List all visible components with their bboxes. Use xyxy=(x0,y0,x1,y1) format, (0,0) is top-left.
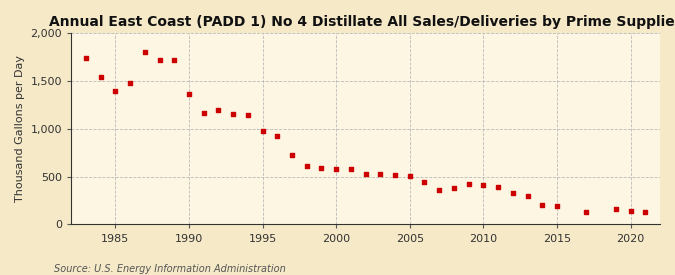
Point xyxy=(448,186,459,190)
Point xyxy=(581,209,592,214)
Y-axis label: Thousand Gallons per Day: Thousand Gallons per Day xyxy=(15,55,25,202)
Point xyxy=(463,182,474,186)
Point xyxy=(316,166,327,170)
Text: Source: U.S. Energy Information Administration: Source: U.S. Energy Information Administ… xyxy=(54,264,286,274)
Point xyxy=(95,75,106,79)
Point xyxy=(508,191,518,195)
Point xyxy=(272,134,283,138)
Point xyxy=(389,173,400,177)
Point xyxy=(198,111,209,116)
Point xyxy=(242,113,253,117)
Point xyxy=(287,152,298,157)
Point xyxy=(360,172,371,176)
Point xyxy=(125,81,136,85)
Point xyxy=(434,188,445,192)
Point xyxy=(257,128,268,133)
Title: Annual East Coast (PADD 1) No 4 Distillate All Sales/Deliveries by Prime Supplie: Annual East Coast (PADD 1) No 4 Distilla… xyxy=(49,15,675,29)
Point xyxy=(169,57,180,62)
Point xyxy=(375,172,385,176)
Point xyxy=(625,208,636,213)
Point xyxy=(184,92,194,97)
Point xyxy=(227,112,238,117)
Point xyxy=(551,204,562,208)
Point xyxy=(610,207,621,211)
Point xyxy=(522,194,533,198)
Point xyxy=(404,174,415,178)
Point xyxy=(419,180,430,185)
Point xyxy=(478,183,489,187)
Point xyxy=(110,89,121,94)
Point xyxy=(640,209,651,214)
Point xyxy=(213,107,224,112)
Point xyxy=(140,50,151,54)
Point xyxy=(537,203,547,208)
Point xyxy=(493,185,504,189)
Point xyxy=(301,163,312,168)
Point xyxy=(80,56,91,60)
Point xyxy=(154,57,165,62)
Point xyxy=(346,167,356,172)
Point xyxy=(331,167,342,171)
